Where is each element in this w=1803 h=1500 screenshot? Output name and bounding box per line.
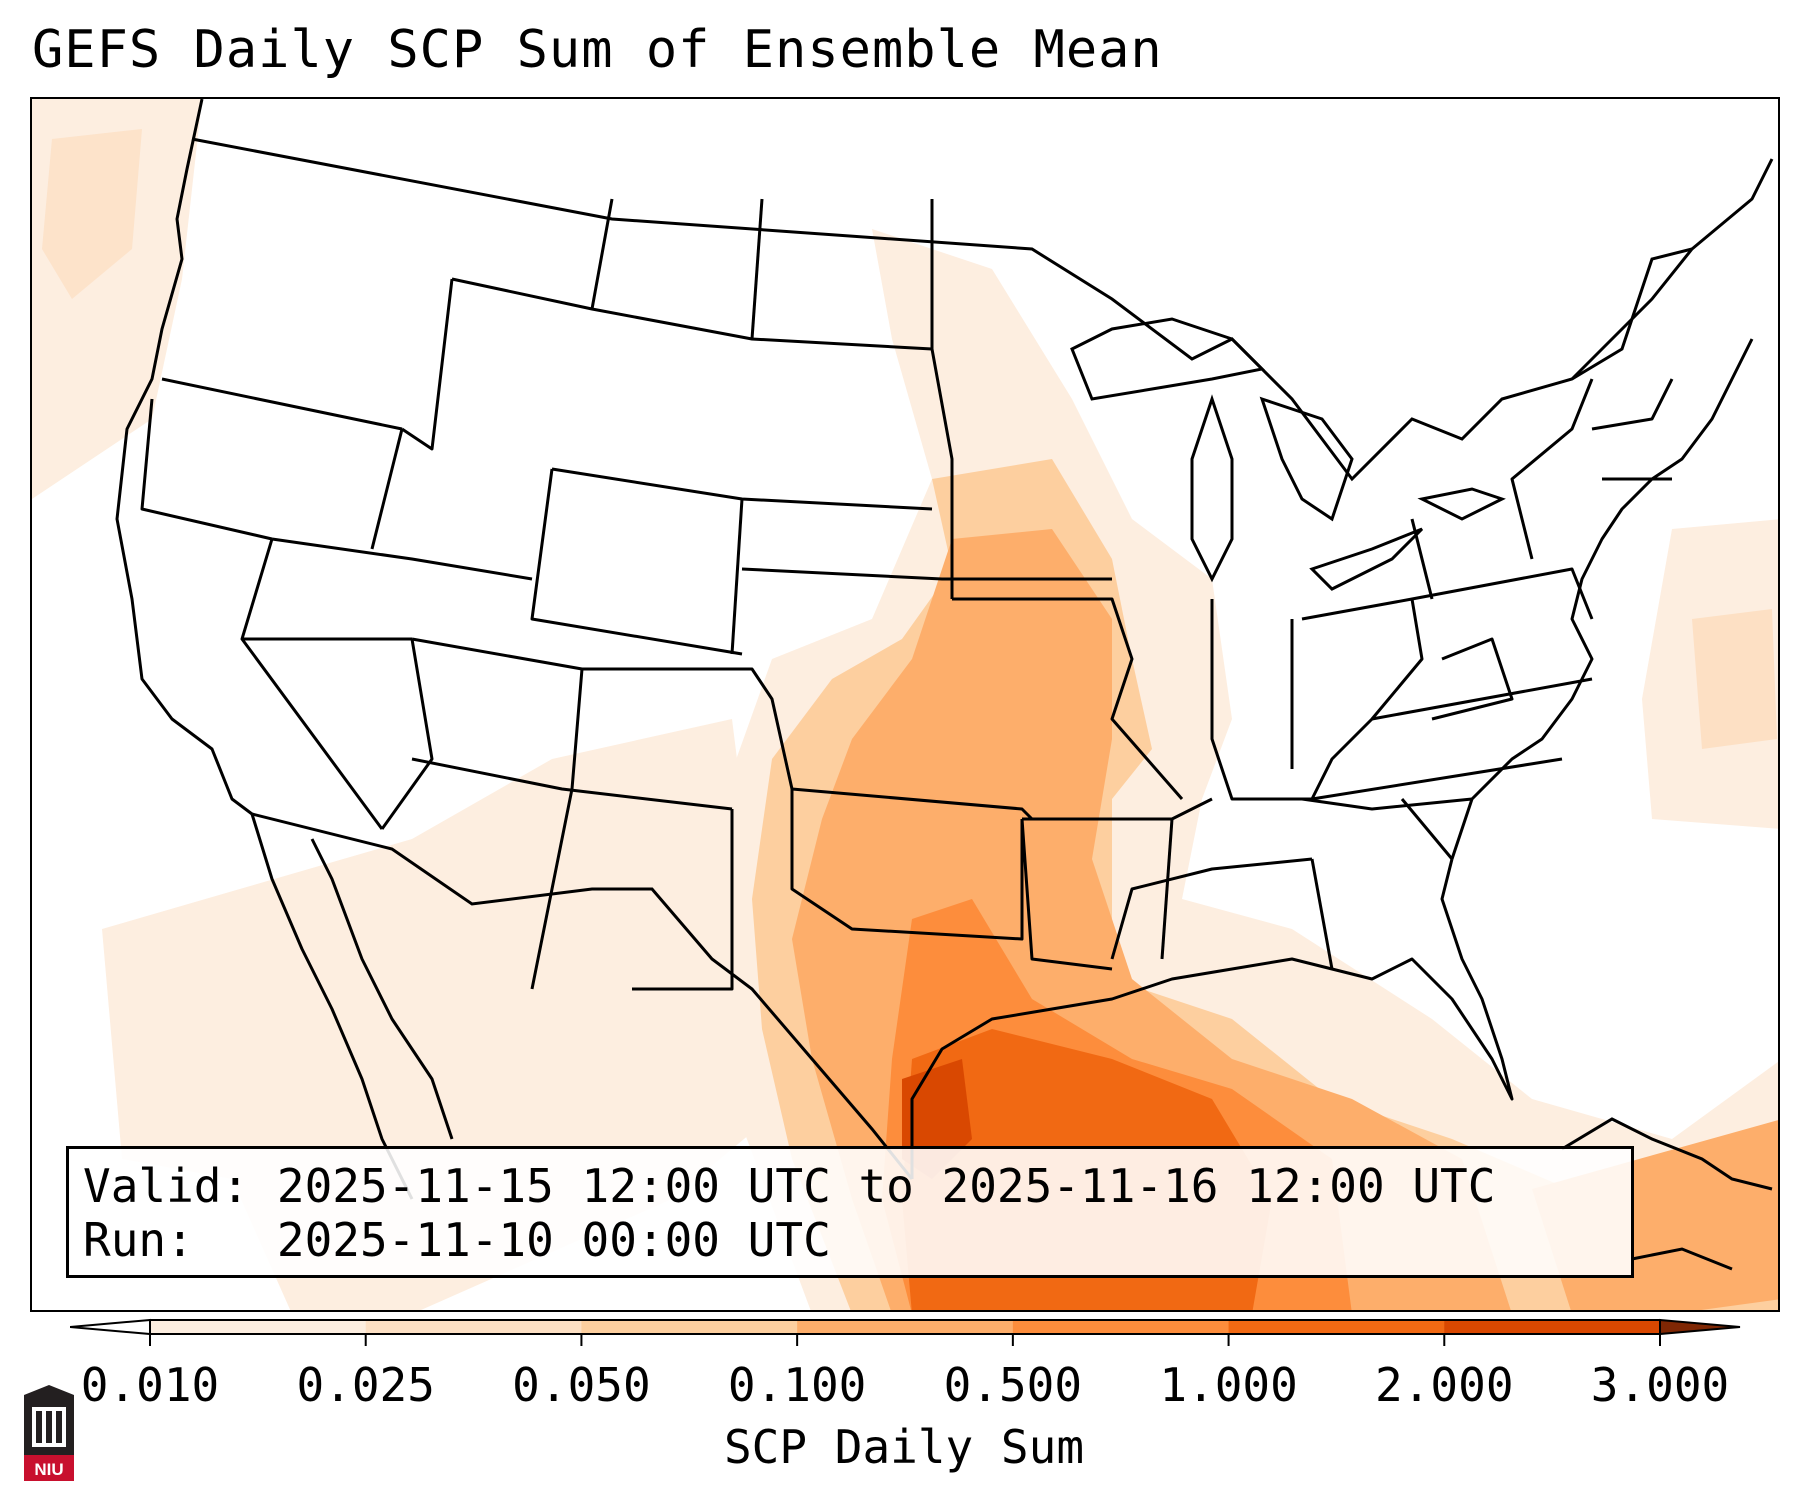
- colorbar-segment: [365, 1320, 582, 1334]
- state-borders: [140, 198, 1674, 991]
- coast-baja: [250, 813, 414, 1200]
- colorbar-tick-label: 0.010: [80, 1358, 220, 1412]
- colorbar-tick-label: 2.000: [1375, 1358, 1514, 1412]
- colorbar-segment: [1444, 1320, 1661, 1334]
- colorbar-tick-label: 0.050: [512, 1358, 651, 1412]
- map-title: GEFS Daily SCP Sum of Ensemble Mean: [32, 20, 1163, 80]
- coast-gulf: [910, 858, 1514, 1179]
- colorbar-segment: [1228, 1320, 1445, 1334]
- coast-mexico-gulf-side: [310, 838, 454, 1140]
- valid-value: 2025-11-15 12:00 UTC to 2025-11-16 12:00…: [276, 1159, 1496, 1213]
- colorbar-tick-label: 0.500: [943, 1358, 1083, 1412]
- niu-logo: NIU: [24, 1385, 74, 1481]
- valid-label: Valid:: [83, 1159, 250, 1213]
- colorbar-segment: [581, 1320, 798, 1334]
- colorbar-segments: [150, 1320, 1661, 1334]
- coast-canada-east: [1570, 158, 1774, 381]
- lake-michigan: [1190, 394, 1234, 583]
- niu-logo-text: NIU: [34, 1460, 63, 1479]
- colorbar-tick-label: 3.000: [1590, 1358, 1730, 1412]
- colorbar-tick-label: 1.000: [1159, 1358, 1298, 1412]
- scp-map: [32, 99, 1778, 1310]
- us-canada-border: [191, 137, 1693, 482]
- colorbar-segment: [797, 1320, 1014, 1334]
- country-borders: [191, 137, 1693, 1180]
- scp-shading: [32, 99, 1778, 1310]
- coastlines: [115, 99, 1774, 1200]
- colorbar-tick-label: 0.100: [727, 1358, 867, 1412]
- run-value: 2025-11-10 00:00 UTC: [276, 1213, 831, 1267]
- colorbar-max-extend: [1659, 1318, 1741, 1336]
- lake-huron: [1259, 396, 1354, 522]
- coast-east: [1450, 338, 1754, 860]
- valid-run-info-box: Valid: 2025-11-15 12:00 UTC to 2025-11-1…: [66, 1146, 1634, 1278]
- colorbar-segment: [1012, 1320, 1230, 1334]
- colorbar-ticks: [149, 1334, 1661, 1346]
- valid-row: Valid: 2025-11-15 12:00 UTC to 2025-11-1…: [83, 1159, 1617, 1213]
- lake-ontario: [1417, 487, 1506, 521]
- colorbar-min-extend: [70, 1318, 151, 1336]
- run-label: Run:: [83, 1213, 194, 1267]
- us-mexico-border: [251, 812, 914, 1180]
- colorbar-frame: [149, 1319, 1661, 1335]
- coast-west: [115, 99, 253, 816]
- colorbar-tick-label: 0.025: [296, 1358, 435, 1412]
- colorbar-segment: [150, 1320, 367, 1334]
- run-row: Run: 2025-11-10 00:00 UTC: [83, 1213, 1617, 1267]
- colorbar: [70, 1318, 1741, 1346]
- colorbar-label: SCP Daily Sum: [723, 1420, 1085, 1474]
- great-lakes: [1070, 317, 1506, 591]
- lake-erie: [1309, 527, 1424, 591]
- map-panel: [30, 97, 1780, 1312]
- caribbean-islands: [1561, 1117, 1773, 1271]
- lake-superior: [1070, 317, 1266, 401]
